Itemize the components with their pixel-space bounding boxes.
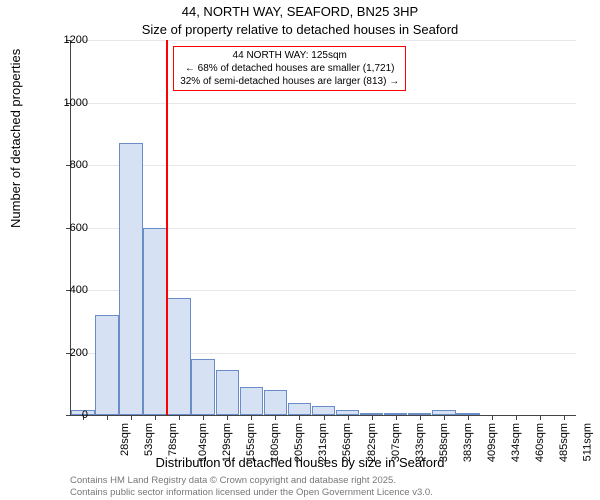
gridline	[71, 103, 576, 104]
histogram-bar	[288, 403, 312, 415]
xtick-mark	[516, 415, 517, 420]
xtick-mark	[420, 415, 421, 420]
gridline	[71, 165, 576, 166]
histogram-bar	[216, 370, 240, 415]
xtick-mark	[251, 415, 252, 420]
xtick-mark	[540, 415, 541, 420]
ytick-label: 800	[48, 159, 88, 171]
xtick-mark	[203, 415, 204, 420]
plot-area: 44 NORTH WAY: 125sqm← 68% of detached ho…	[70, 40, 576, 416]
xtick-label: 333sqm	[414, 423, 426, 462]
xtick-label: 256sqm	[342, 423, 354, 462]
xtick-label: 485sqm	[558, 423, 570, 462]
annotation-line: 44 NORTH WAY: 125sqm	[180, 49, 399, 62]
xtick-mark	[107, 415, 108, 420]
ytick-label: 1000	[48, 97, 88, 109]
histogram-bar	[240, 387, 264, 415]
xtick-label: 129sqm	[221, 423, 233, 462]
xtick-label: 307sqm	[390, 423, 402, 462]
xtick-mark	[155, 415, 156, 420]
ytick-label: 0	[48, 409, 88, 421]
attribution: Contains HM Land Registry data © Crown c…	[70, 475, 433, 498]
xtick-mark	[348, 415, 349, 420]
attribution-line-2: Contains public sector information licen…	[70, 487, 433, 498]
xtick-mark	[179, 415, 180, 420]
xtick-mark	[396, 415, 397, 420]
xtick-mark	[564, 415, 565, 420]
xtick-mark	[227, 415, 228, 420]
chart-title-main: 44, NORTH WAY, SEAFORD, BN25 3HP	[0, 4, 600, 19]
xtick-label: 28sqm	[119, 423, 131, 456]
y-axis-label: Number of detached properties	[8, 49, 23, 228]
xtick-label: 460sqm	[534, 423, 546, 462]
ytick-label: 400	[48, 284, 88, 296]
xtick-label: 434sqm	[510, 423, 522, 462]
xtick-mark	[275, 415, 276, 420]
histogram-bar	[95, 315, 119, 415]
ytick-label: 600	[48, 222, 88, 234]
histogram-bar	[191, 359, 215, 415]
marker-line	[166, 40, 168, 415]
histogram-bar	[167, 298, 191, 415]
xtick-label: 205sqm	[293, 423, 305, 462]
annotation-line: ← 68% of detached houses are smaller (1,…	[180, 62, 399, 75]
xtick-label: 180sqm	[269, 423, 281, 462]
xtick-label: 53sqm	[143, 423, 155, 456]
ytick-label: 1200	[48, 34, 88, 46]
xtick-label: 383sqm	[462, 423, 474, 462]
histogram-bar	[143, 228, 167, 416]
xtick-label: 155sqm	[245, 423, 257, 462]
chart-title-sub: Size of property relative to detached ho…	[0, 22, 600, 37]
xtick-label: 231sqm	[318, 423, 330, 462]
xtick-mark	[444, 415, 445, 420]
xtick-mark	[324, 415, 325, 420]
histogram-bar	[264, 390, 288, 415]
xtick-mark	[372, 415, 373, 420]
attribution-line-1: Contains HM Land Registry data © Crown c…	[70, 475, 433, 486]
xtick-label: 511sqm	[581, 423, 593, 461]
xtick-label: 282sqm	[366, 423, 378, 462]
xtick-mark	[131, 415, 132, 420]
xtick-mark	[299, 415, 300, 420]
gridline	[71, 40, 576, 41]
histogram-bar	[312, 406, 336, 415]
annotation-box: 44 NORTH WAY: 125sqm← 68% of detached ho…	[173, 46, 406, 91]
xtick-label: 104sqm	[197, 423, 209, 462]
annotation-line: 32% of semi-detached houses are larger (…	[180, 75, 399, 88]
ytick-label: 200	[48, 347, 88, 359]
xtick-mark	[492, 415, 493, 420]
xtick-label: 409sqm	[486, 423, 498, 462]
xtick-label: 358sqm	[438, 423, 450, 462]
chart-container: 44, NORTH WAY, SEAFORD, BN25 3HP Size of…	[0, 0, 600, 500]
xtick-label: 78sqm	[167, 423, 179, 456]
xtick-mark	[468, 415, 469, 420]
histogram-bar	[119, 143, 143, 415]
